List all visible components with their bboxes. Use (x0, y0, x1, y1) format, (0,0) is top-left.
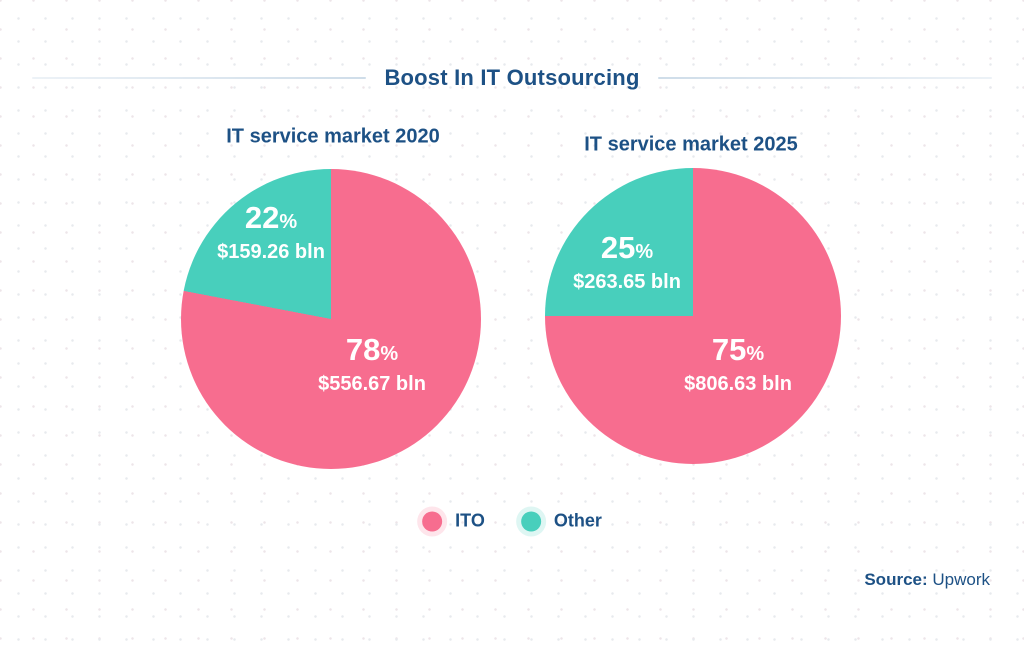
legend-item-other: Other (520, 510, 602, 532)
source-attribution: Source: Upwork (864, 570, 990, 590)
slice-percent: 78% (345, 332, 399, 367)
pie-title-2025: IT service market 2025 (584, 133, 798, 156)
title-rule-right (657, 77, 993, 79)
slice-value: $806.63 bln (684, 373, 792, 395)
slice-value: $263.65 bln (573, 271, 681, 293)
slice-percent: 75% (711, 332, 765, 367)
slice-label-2025-other: 25% $263.65 bln (573, 231, 681, 295)
slice-label-2020-ito: 78% $556.67 bln (318, 333, 426, 397)
percent-sign: % (380, 343, 399, 365)
percent-sign: % (279, 211, 298, 233)
legend: ITO Other (422, 511, 602, 532)
other-color-dot-icon (520, 511, 541, 531)
percent-sign: % (746, 343, 765, 365)
header: Boost In IT Outsourcing (0, 65, 1024, 90)
source-label: Source: (864, 570, 928, 589)
pie-title-2020: IT service market 2020 (226, 125, 440, 148)
page-title: Boost In IT Outsourcing (384, 65, 640, 90)
slice-value: $556.67 bln (318, 373, 426, 395)
title-rule-left (32, 77, 367, 79)
pie-chart-2025: 25% $263.65 bln 75% $806.63 bln (545, 168, 841, 464)
slice-percent: 22% (244, 200, 298, 235)
ito-color-dot-icon (422, 511, 443, 531)
legend-item-ito: ITO (422, 511, 485, 532)
slice-label-2025-ito: 75% $806.63 bln (684, 333, 792, 397)
source-value: Upwork (932, 570, 990, 589)
slice-label-2020-other: 22% $159.26 bln (217, 201, 325, 265)
legend-label: ITO (455, 510, 485, 531)
legend-label: Other (553, 510, 602, 531)
percent-sign: % (635, 241, 654, 263)
slice-percent: 25% (600, 230, 654, 265)
pie-chart-2020: 22% $159.26 bln 78% $556.67 bln (181, 169, 481, 469)
slice-value: $159.26 bln (217, 241, 325, 263)
